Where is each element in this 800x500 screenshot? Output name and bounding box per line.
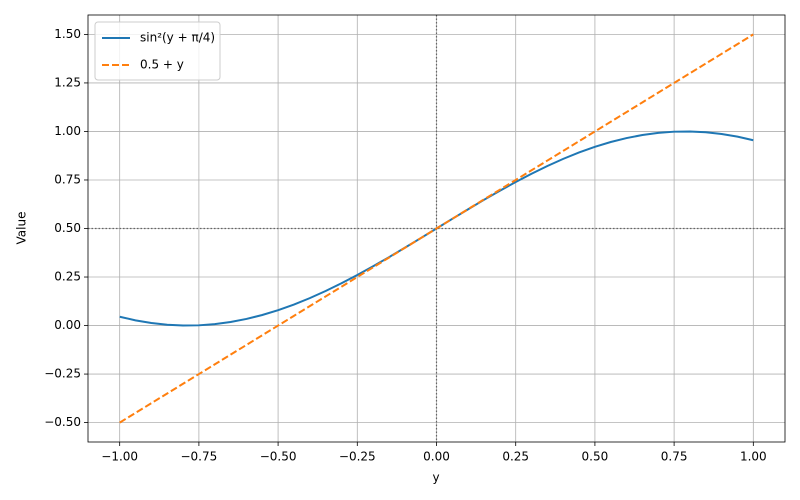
y-tick-label: 0.75 <box>54 172 81 186</box>
y-tick-label: 0.50 <box>54 221 81 235</box>
y-tick-label: 1.50 <box>54 27 81 41</box>
x-tick-label: 0.25 <box>502 450 529 464</box>
x-tick-label: 0.75 <box>661 450 688 464</box>
x-tick-label: 1.00 <box>740 450 767 464</box>
x-tick-label: −0.75 <box>180 450 217 464</box>
series-line <box>119 33 754 424</box>
x-tick-label: 0.50 <box>582 450 609 464</box>
y-tick-label: 1.00 <box>54 124 81 138</box>
x-tick-label: −1.00 <box>101 450 138 464</box>
y-axis-label: Value <box>15 212 29 245</box>
x-tick-label: −0.50 <box>260 450 297 464</box>
plot-frame <box>87 14 786 443</box>
y-tick-label: −0.25 <box>44 367 81 381</box>
y-tick-label: −0.50 <box>44 415 81 429</box>
y-tick-label: 0.25 <box>54 270 81 284</box>
x-tick-label: −0.25 <box>339 450 376 464</box>
y-tick-label: 0.00 <box>54 318 81 332</box>
x-axis-label: y <box>432 471 439 485</box>
y-tick-label: 1.25 <box>54 75 81 89</box>
x-tick-label: 0.00 <box>423 450 450 464</box>
legend-label: sin²(y + π/4) <box>140 31 215 45</box>
legend-label: 0.5 + y <box>140 58 184 72</box>
